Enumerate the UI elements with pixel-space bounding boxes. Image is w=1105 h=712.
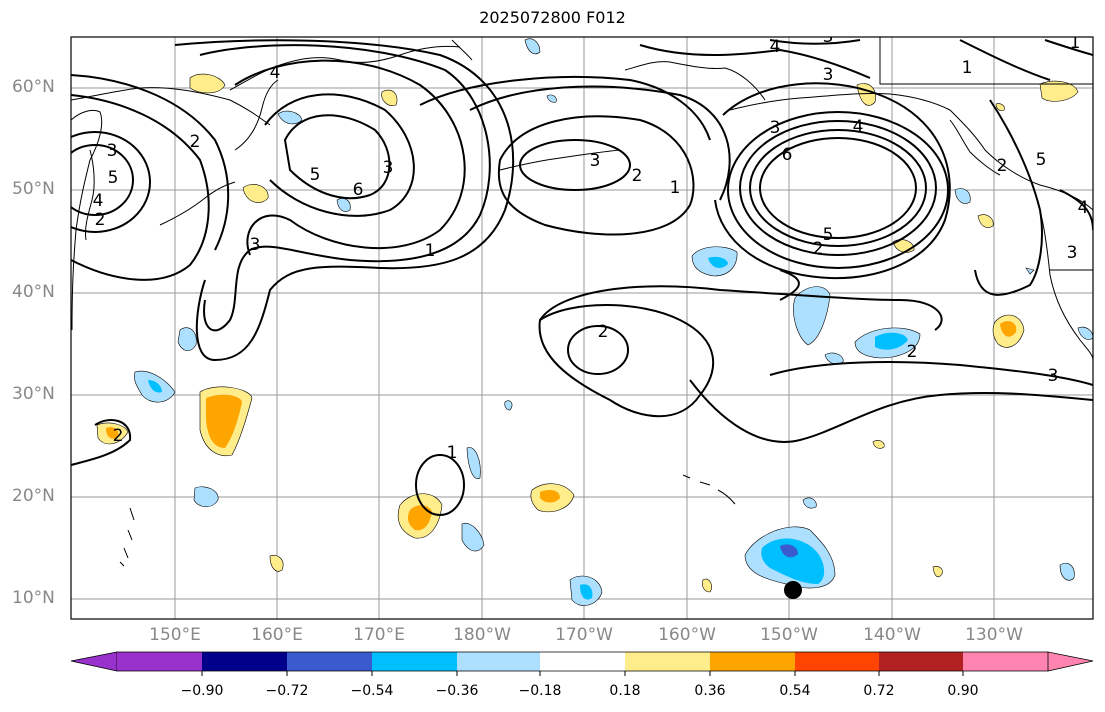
lat-label-50n: 50°N — [12, 179, 55, 199]
contour-label: 4 — [770, 37, 781, 57]
lat-label-40n: 40°N — [12, 282, 55, 302]
colorbar-segment — [372, 652, 457, 671]
contour-label: 2 — [113, 426, 124, 446]
contour-label: 1 — [670, 178, 681, 198]
colorbar-segment — [879, 652, 963, 671]
station-marker — [784, 581, 802, 599]
colorbar-tick-label: 0.90 — [947, 683, 979, 699]
lon-label-130w: 130°W — [965, 625, 1023, 645]
contour-label: 3 — [770, 118, 781, 138]
contour-label: 2 — [598, 322, 609, 342]
colorbar-tick-label: −0.90 — [180, 683, 224, 699]
coastlines — [71, 37, 1093, 567]
contour-label: 3 — [107, 141, 118, 161]
colorbar-tick-label: −0.54 — [350, 683, 394, 699]
contour-label: 2 — [997, 156, 1008, 176]
colorbar-tick-label: 0.18 — [609, 683, 641, 699]
lon-label-170e: 170°E — [353, 625, 405, 645]
colorbar-segment — [540, 652, 625, 671]
lon-label-160e: 160°E — [251, 625, 303, 645]
map-title: 2025072800 F012 — [479, 8, 626, 27]
colorbar-segment — [963, 652, 1048, 671]
contour-label: 5 — [310, 165, 321, 185]
colorbar-tick-label: −0.72 — [265, 683, 309, 699]
colorbar-segment — [795, 652, 879, 671]
contour-label: 3 — [1067, 243, 1078, 263]
contour-label: 4 — [93, 191, 104, 211]
contour-label: 1 — [447, 443, 458, 463]
lon-label-150w: 150°W — [760, 625, 818, 645]
lat-label-10n: 10°N — [12, 588, 55, 608]
shading-patches — [96, 38, 1093, 606]
contour-label: 3 — [590, 151, 601, 171]
colorbar-extend-max — [1047, 651, 1094, 672]
colorbar-segment — [287, 652, 372, 671]
colorbar-segment — [457, 652, 540, 671]
colorbar-segment — [202, 652, 287, 671]
colorbar — [70, 651, 1094, 676]
contour-label: 3 — [1048, 366, 1059, 386]
colorbar-tick-label: 0.54 — [779, 683, 811, 699]
contour-label: 3 — [250, 235, 261, 255]
colorbar-extend-min — [70, 651, 118, 672]
lat-label-60n: 60°N — [12, 77, 55, 97]
lon-label-180w: 180°W — [453, 625, 511, 645]
contour-label: 6 — [353, 180, 364, 200]
colorbar-segment — [710, 652, 795, 671]
contour-label: 2 — [190, 132, 201, 152]
contour-label: 5 — [1036, 150, 1047, 170]
colorbar-segment — [625, 652, 710, 671]
colorbar-tick-label: 0.72 — [863, 683, 895, 699]
contour-label: 5 — [823, 225, 834, 245]
contour-label: 1 — [1070, 33, 1081, 53]
contour-label: 1 — [962, 58, 973, 78]
lat-label-20n: 20°N — [12, 486, 55, 506]
contour-lines — [71, 39, 1093, 516]
contour-label: 2 — [632, 166, 643, 186]
lon-label-160w: 160°W — [658, 625, 716, 645]
contour-labels: 4 3 4 3 1 1 2 3 5 4 2 2 5 6 3 3 4 5 6 2 … — [93, 27, 1089, 463]
lon-label-150e: 150°E — [149, 625, 201, 645]
lon-label-140w: 140°W — [863, 625, 921, 645]
contour-label: 3 — [383, 158, 394, 178]
colorbar-tick-label: −0.18 — [518, 683, 562, 699]
contour-label: 4 — [1078, 198, 1089, 218]
lon-label-170w: 170°W — [555, 625, 613, 645]
graticule — [71, 37, 1093, 619]
contour-label: 4 — [270, 63, 281, 83]
map-frame — [70, 36, 1094, 620]
contour-label: 6 — [782, 145, 793, 165]
contour-label: 2 — [907, 342, 918, 362]
colorbar-tick-label: −0.36 — [435, 683, 479, 699]
contour-label: 3 — [823, 65, 834, 85]
lat-label-30n: 30°N — [12, 384, 55, 404]
colorbar-tick-label: 0.36 — [694, 683, 726, 699]
contour-label: 2 — [95, 210, 106, 230]
contour-label: 2 — [813, 239, 824, 259]
contour-label: 3 — [823, 27, 834, 47]
contour-label: 5 — [108, 168, 119, 188]
colorbar-segment — [117, 652, 202, 671]
contour-label: 4 — [853, 117, 864, 137]
contour-label: 1 — [425, 241, 436, 261]
